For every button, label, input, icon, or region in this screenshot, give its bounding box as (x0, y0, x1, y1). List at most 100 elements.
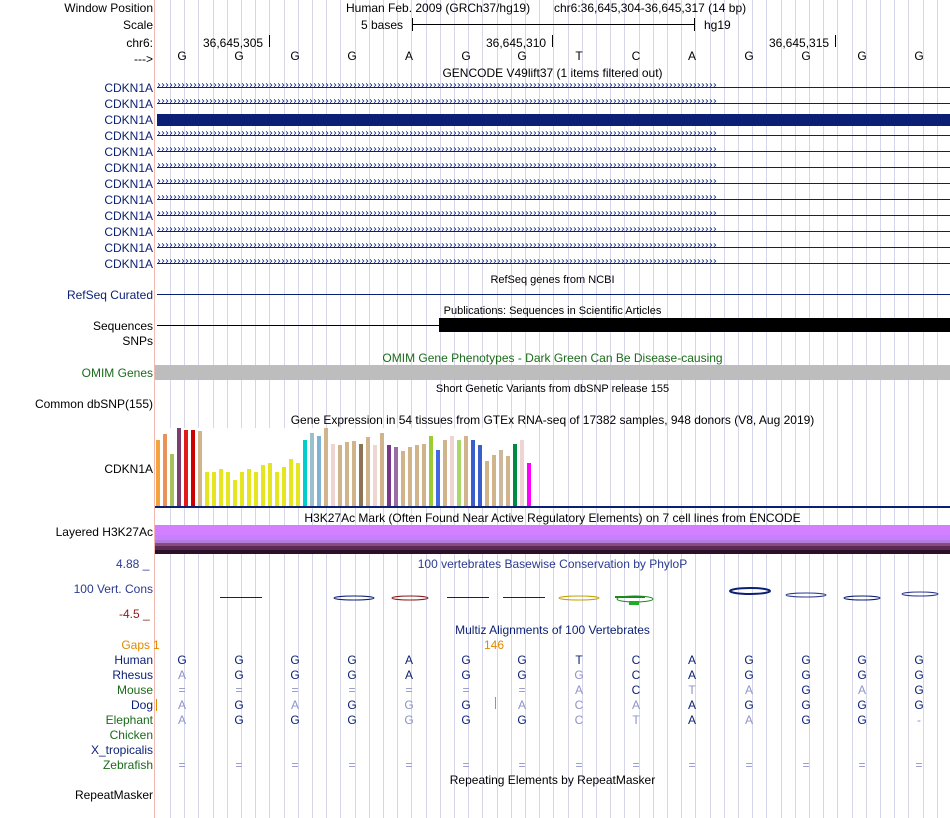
gtex-tissue-bar[interactable] (198, 431, 202, 506)
gtex-tissue-bar[interactable] (464, 436, 468, 506)
gtex-tissue-bar[interactable] (254, 472, 258, 506)
gtex-tissue-bar[interactable] (212, 472, 216, 506)
gtex-tissue-bar[interactable] (163, 434, 167, 506)
h3k27ac-label[interactable]: Layered H3K27Ac (55, 525, 153, 539)
gtex-tissue-bar[interactable] (282, 467, 286, 506)
species-label[interactable]: Human (114, 653, 153, 667)
gtex-tissue-bar[interactable] (338, 445, 342, 506)
gencode-transcript-label[interactable]: CDKN1A (104, 209, 153, 223)
h3k27ac-signal[interactable] (155, 525, 950, 554)
species-label[interactable]: Rhesus (112, 668, 153, 682)
gtex-tissue-bar[interactable] (422, 444, 426, 506)
gtex-tissue-bar[interactable] (429, 436, 433, 506)
gtex-tissue-bar[interactable] (415, 445, 419, 506)
gtex-tissue-bar[interactable] (394, 447, 398, 506)
gtex-tissue-bar[interactable] (408, 447, 412, 506)
gtex-tissue-bar[interactable] (219, 469, 223, 506)
gtex-tissue-bar[interactable] (170, 454, 174, 506)
gencode-transcript[interactable]: ››››››››››››››››››››››››››››››››››››››››… (157, 82, 950, 94)
gtex-tissue-bar[interactable] (191, 430, 195, 506)
gtex-tissue-bar[interactable] (184, 430, 188, 506)
gtex-tissue-bar[interactable] (289, 459, 293, 506)
gencode-transcript[interactable]: ››››››››››››››››››››››››››››››››››››››››… (157, 146, 950, 158)
gtex-tissue-bar[interactable] (359, 444, 363, 506)
gencode-transcript-label[interactable]: CDKN1A (104, 145, 153, 159)
gtex-tissue-bar[interactable] (317, 436, 321, 506)
gencode-transcript[interactable]: ››››››››››››››››››››››››››››››››››››››››… (157, 226, 950, 238)
species-label[interactable]: Zebrafish (102, 758, 153, 772)
gtex-tissue-bar[interactable] (443, 440, 447, 506)
sequences-label[interactable]: Sequences (92, 319, 153, 333)
phylop-track-title[interactable]: 100 vertebrates Basewise Conservation by… (417, 557, 688, 571)
gtex-tissue-bar[interactable] (485, 461, 489, 506)
gencode-track-title[interactable]: GENCODE V49lift37 (1 items filtered out) (442, 66, 663, 80)
gtex-tissue-bar[interactable] (310, 433, 314, 506)
gtex-tissue-bar[interactable] (471, 440, 475, 506)
gencode-transcript-label[interactable]: CDKN1A (104, 225, 153, 239)
gtex-tissue-bar[interactable] (478, 445, 482, 506)
gtex-tissue-bar[interactable] (205, 472, 209, 506)
gtex-tissue-bar[interactable] (513, 444, 517, 506)
multiz-track-title[interactable]: Multiz Alignments of 100 Vertebrates (455, 623, 650, 637)
gencode-transcript-label[interactable]: CDKN1A (104, 113, 153, 127)
gencode-transcript[interactable]: ››››››››››››››››››››››››››››››››››››››››… (157, 98, 950, 110)
gtex-tissue-bar[interactable] (275, 472, 279, 506)
gtex-tissue-bar[interactable] (247, 469, 251, 506)
gtex-tissue-bar[interactable] (177, 428, 181, 506)
gtex-tissue-bar[interactable] (296, 463, 300, 506)
gtex-tissue-bar[interactable] (520, 440, 524, 506)
phylop-label[interactable]: 100 Vert. Cons (73, 582, 153, 596)
gtex-tissue-bar[interactable] (450, 436, 454, 506)
species-label[interactable]: Chicken (109, 728, 153, 742)
gtex-tissue-bar[interactable] (233, 480, 237, 506)
gtex-tissue-bar[interactable] (268, 463, 272, 506)
gtex-track-title[interactable]: Gene Expression in 54 tissues from GTEx … (290, 413, 815, 427)
omim-label[interactable]: OMIM Genes (81, 366, 153, 380)
gtex-tissue-bar[interactable] (373, 445, 377, 506)
refseq-gene-line[interactable] (157, 294, 950, 295)
species-label[interactable]: X_tropicalis (90, 743, 153, 757)
gencode-transcript-label[interactable]: CDKN1A (104, 193, 153, 207)
publication-line[interactable] (157, 325, 440, 326)
gtex-tissue-bar[interactable] (527, 463, 531, 506)
gencode-transcript-label[interactable]: CDKN1A (104, 81, 153, 95)
repeatmasker-track-title[interactable]: Repeating Elements by RepeatMasker (449, 773, 656, 787)
gencode-transcript-label[interactable]: CDKN1A (104, 129, 153, 143)
gtex-tissue-bar[interactable] (324, 428, 328, 506)
refseq-track-title[interactable]: RefSeq genes from NCBI (490, 274, 615, 286)
repeatmasker-label[interactable]: RepeatMasker (74, 788, 153, 802)
gtex-tissue-bar[interactable] (499, 450, 503, 506)
gtex-tissue-bar[interactable] (401, 451, 405, 506)
gencode-transcript[interactable]: ››››››››››››››››››››››››››››››››››››››››… (157, 242, 950, 254)
gtex-tissue-bar[interactable] (240, 472, 244, 506)
gtex-tissue-bar[interactable] (303, 440, 307, 506)
omim-bar[interactable] (155, 365, 950, 380)
gencode-transcript[interactable]: ››››››››››››››››››››››››››››››››››››››››… (157, 210, 950, 222)
gencode-transcript-label[interactable]: CDKN1A (104, 97, 153, 111)
gtex-bar-chart[interactable] (155, 428, 535, 506)
gtex-tissue-bar[interactable] (492, 455, 496, 506)
species-label[interactable]: Elephant (105, 713, 153, 727)
species-label[interactable]: Dog (130, 698, 153, 712)
snps-label[interactable]: SNPs (122, 334, 153, 348)
dbsnp-track-title[interactable]: Short Genetic Variants from dbSNP releas… (435, 383, 670, 395)
gtex-tissue-bar[interactable] (506, 456, 510, 506)
gtex-tissue-bar[interactable] (352, 441, 356, 506)
gtex-tissue-bar[interactable] (387, 445, 391, 506)
gencode-transcript-label[interactable]: CDKN1A (104, 177, 153, 191)
gencode-transcript[interactable]: ››››››››››››››››››››››››››››››››››››››››… (157, 130, 950, 142)
gtex-tissue-bar[interactable] (156, 440, 160, 506)
gtex-tissue-bar[interactable] (436, 450, 440, 506)
omim-track-title[interactable]: OMIM Gene Phenotypes - Dark Green Can Be… (382, 351, 723, 365)
gencode-transcript-label[interactable]: CDKN1A (104, 257, 153, 271)
dbsnp-label[interactable]: Common dbSNP(155) (34, 397, 153, 411)
gtex-tissue-bar[interactable] (457, 440, 461, 506)
gtex-tissue-bar[interactable] (331, 444, 335, 506)
gencode-transcript[interactable]: ››››››››››››››››››››››››››››››››››››››››… (157, 178, 950, 190)
gencode-transcript[interactable]: ››››››››››››››››››››››››››››››››››››››››… (157, 258, 950, 270)
species-label[interactable]: Mouse (116, 683, 153, 697)
gencode-transcript[interactable] (157, 114, 950, 126)
gtex-tissue-bar[interactable] (345, 442, 349, 506)
gencode-transcript-label[interactable]: CDKN1A (104, 161, 153, 175)
gtex-tissue-bar[interactable] (366, 437, 370, 506)
